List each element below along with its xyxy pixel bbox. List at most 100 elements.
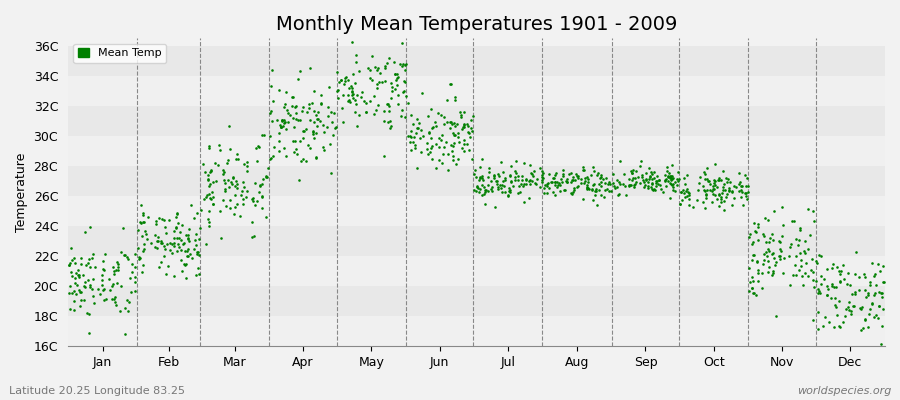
Point xyxy=(663,177,678,184)
Point xyxy=(476,190,491,197)
Point xyxy=(865,300,879,306)
Point xyxy=(211,162,225,168)
Point xyxy=(554,176,568,183)
Point xyxy=(470,183,484,189)
Point xyxy=(265,67,279,73)
Point xyxy=(556,167,571,174)
Point xyxy=(670,176,684,182)
Point xyxy=(220,159,234,166)
Point xyxy=(525,171,539,177)
Point xyxy=(193,225,207,231)
Point xyxy=(307,88,321,94)
Point xyxy=(566,189,580,196)
Point xyxy=(493,182,508,188)
Point xyxy=(285,115,300,121)
Point xyxy=(631,174,645,180)
Point xyxy=(393,60,408,67)
Point xyxy=(817,314,832,320)
Point xyxy=(825,283,840,289)
Point xyxy=(446,139,461,146)
Point xyxy=(429,164,444,171)
Point xyxy=(577,167,591,173)
Point xyxy=(228,183,242,190)
Point xyxy=(602,180,616,187)
Point xyxy=(399,93,413,99)
Point xyxy=(836,319,850,325)
Point xyxy=(326,132,340,139)
Point xyxy=(330,88,345,94)
Point xyxy=(718,194,733,200)
Point xyxy=(391,74,405,80)
Point xyxy=(113,249,128,256)
Point xyxy=(359,109,374,115)
Point xyxy=(750,258,764,264)
Point xyxy=(698,168,712,175)
Point xyxy=(370,66,384,73)
Point xyxy=(726,195,741,202)
Point xyxy=(102,276,116,282)
Point xyxy=(112,261,126,268)
Point xyxy=(293,117,308,123)
Point xyxy=(180,252,194,259)
Point xyxy=(120,296,134,303)
Point xyxy=(303,145,318,151)
Point xyxy=(535,178,549,185)
Point xyxy=(498,175,512,182)
Point xyxy=(765,231,779,237)
Bar xyxy=(68,46,885,76)
Point xyxy=(706,185,720,192)
Point xyxy=(140,231,154,237)
Point xyxy=(65,290,79,297)
Point xyxy=(395,89,410,96)
Point xyxy=(312,118,327,124)
Point xyxy=(734,188,749,195)
Point xyxy=(290,150,304,157)
Point xyxy=(289,103,303,110)
Point xyxy=(354,94,368,100)
Point xyxy=(138,228,152,234)
Point xyxy=(381,119,395,126)
Point xyxy=(552,180,566,186)
Point xyxy=(289,110,303,116)
Point xyxy=(772,253,787,259)
Point xyxy=(858,274,872,280)
Point xyxy=(307,119,321,125)
Point xyxy=(628,175,643,182)
Point xyxy=(68,260,82,266)
Point xyxy=(202,195,217,202)
Point xyxy=(824,265,839,271)
Point xyxy=(606,171,620,178)
Point xyxy=(274,117,289,124)
Point xyxy=(404,128,419,134)
Point xyxy=(512,189,526,195)
Point xyxy=(62,260,77,266)
Point xyxy=(840,281,854,288)
Point xyxy=(349,100,364,107)
Point xyxy=(626,184,641,190)
Point xyxy=(300,109,314,116)
Point xyxy=(383,94,398,101)
Point xyxy=(279,89,293,96)
Point xyxy=(716,198,731,204)
Point xyxy=(172,235,186,241)
Point xyxy=(644,169,658,175)
Point xyxy=(794,256,808,263)
Point xyxy=(833,324,848,330)
Point xyxy=(701,178,716,184)
Point xyxy=(578,178,592,184)
Point xyxy=(714,177,728,184)
Point xyxy=(247,194,261,201)
Point xyxy=(432,134,446,141)
Point xyxy=(715,189,729,196)
Point xyxy=(122,299,137,305)
Point xyxy=(384,122,399,129)
Point xyxy=(249,144,264,151)
Point xyxy=(786,271,800,278)
Point xyxy=(284,103,299,109)
Point xyxy=(588,192,602,198)
Point xyxy=(436,151,450,157)
Point xyxy=(739,183,753,190)
Point xyxy=(202,183,216,189)
Point xyxy=(791,267,806,274)
Point xyxy=(204,167,219,173)
